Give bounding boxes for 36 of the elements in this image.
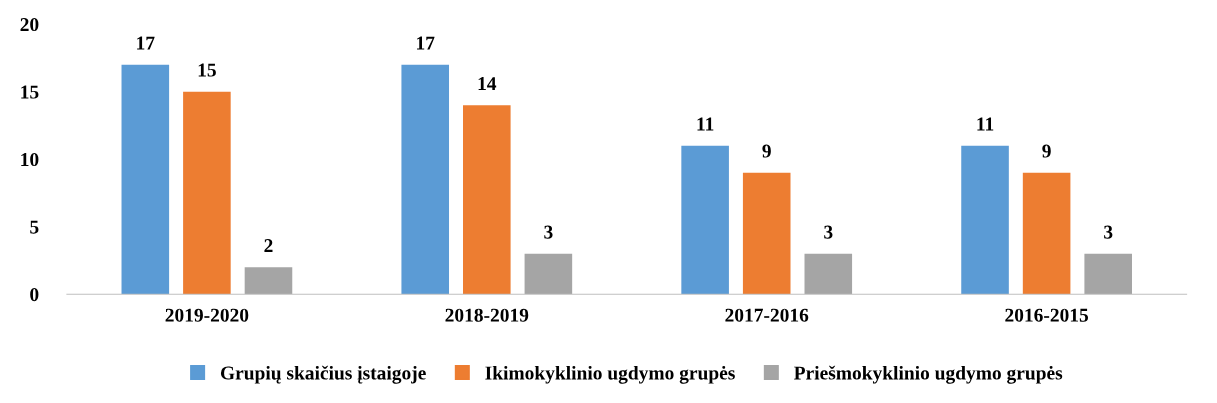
bar: [524, 253, 573, 295]
legend-label: Priešmokyklinio ugdymo grupės: [794, 365, 1063, 384]
y-tick-label: 0: [30, 288, 39, 302]
bar: [463, 105, 511, 295]
data-label: 3: [824, 225, 833, 239]
bar: [804, 253, 853, 295]
y-tick-label: 5: [30, 220, 39, 234]
bar: [401, 64, 450, 295]
bar: [1084, 253, 1132, 295]
data-label: 15: [198, 63, 216, 77]
y-tick-label: 10: [21, 153, 39, 167]
legend-label: Ikimokyklinio ugdymo grupės: [485, 365, 735, 384]
x-tick-label: 2018-2019: [445, 308, 529, 322]
x-tick-label: 2017-2016: [725, 308, 809, 322]
data-label: 11: [977, 117, 994, 131]
bar: [681, 145, 729, 295]
data-label: 3: [1104, 225, 1113, 239]
legend-label: Grupių skaičius įstaigoje: [220, 365, 426, 384]
data-label: 2: [264, 239, 273, 252]
bar: [961, 145, 1009, 295]
bar: [244, 267, 293, 295]
data-label: 11: [697, 117, 714, 131]
x-tick-label: 2019-2020: [165, 308, 249, 322]
x-tick-label: 2016-2015: [1005, 308, 1089, 322]
bar: [1022, 172, 1071, 295]
y-tick-label: 20: [20, 18, 39, 32]
data-label: 9: [762, 144, 771, 158]
data-label: 14: [478, 77, 497, 90]
bar: [121, 64, 170, 295]
data-label: 17: [137, 36, 155, 50]
bar: [742, 172, 791, 295]
bar: [183, 91, 231, 295]
data-label: 9: [1042, 144, 1051, 158]
data-label: 3: [544, 225, 553, 239]
y-tick-label: 15: [21, 85, 39, 99]
data-label: 17: [417, 36, 435, 50]
